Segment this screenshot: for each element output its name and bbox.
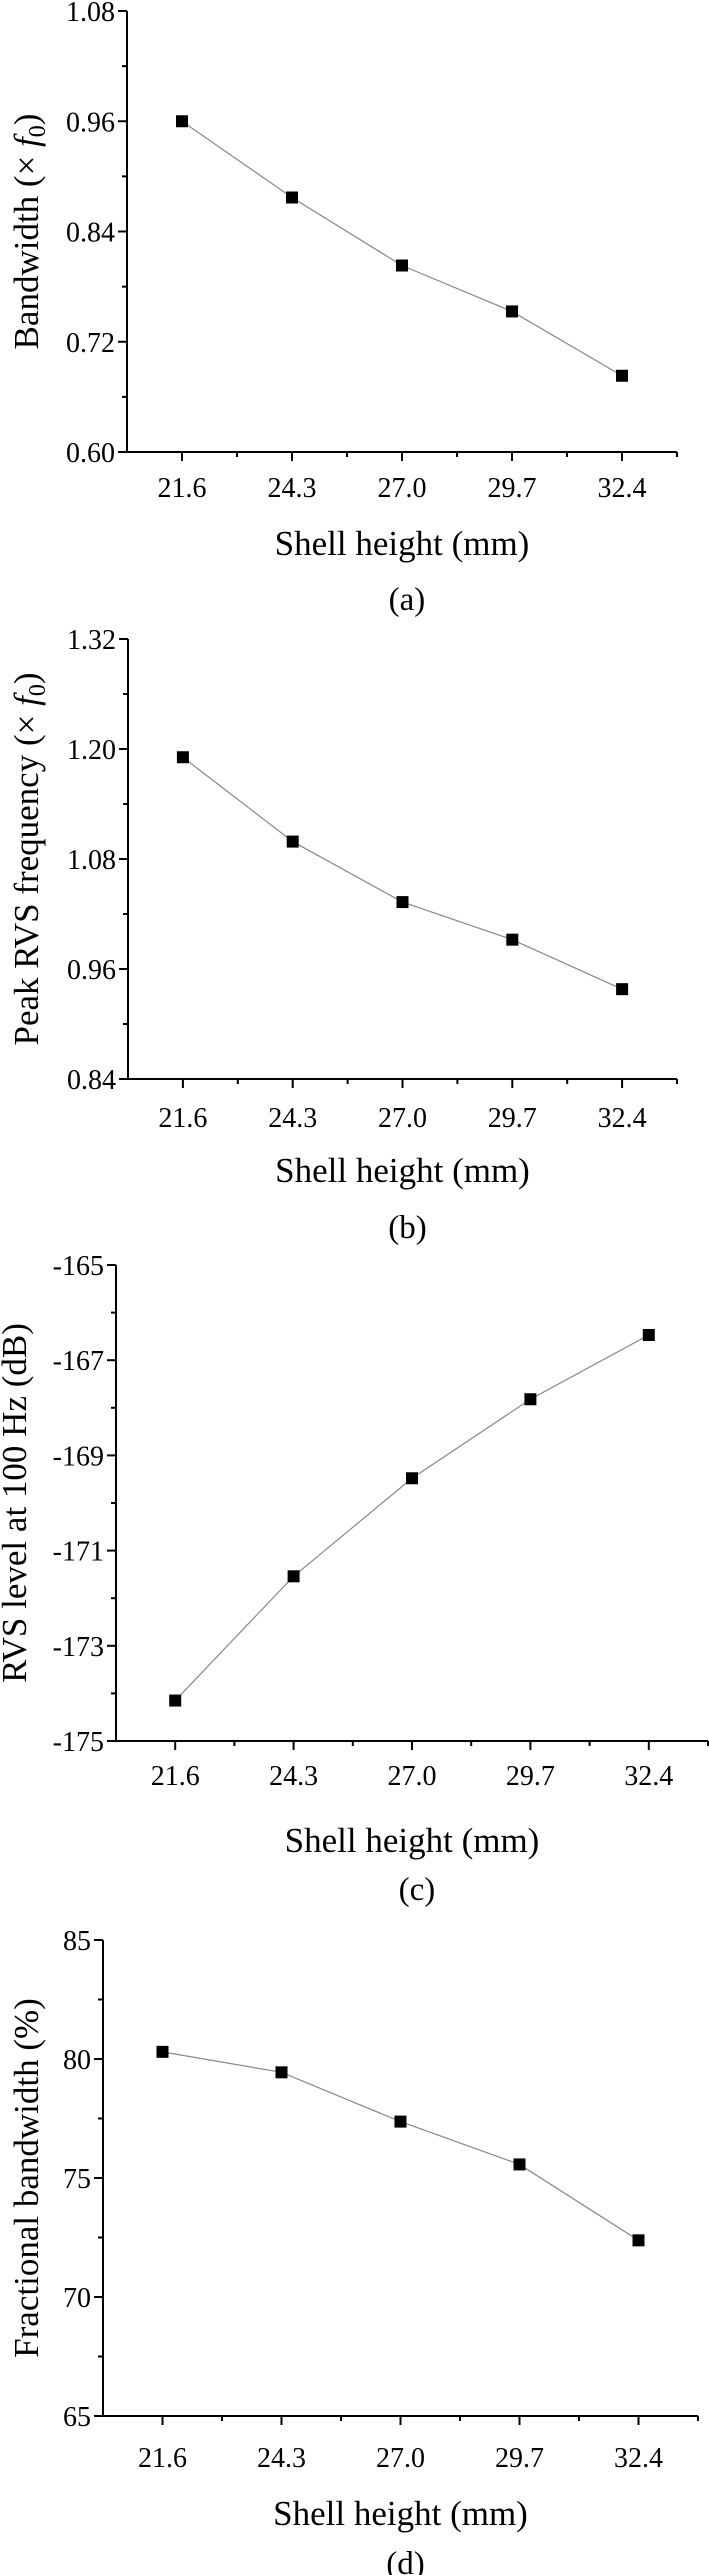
y-tick-label: 0.84 (66, 218, 115, 249)
y-tick-label: 0.96 (66, 107, 115, 138)
y-tick-label: 70 (63, 2283, 91, 2314)
y-tick-label: -175 (53, 1727, 104, 1758)
y-axis-label-subscript: 0 (25, 125, 51, 137)
x-tick-label: 29.7 (495, 2443, 544, 2474)
y-axis-label: RVS level at 100 Hz (dB) (0, 1323, 34, 1683)
x-axis-label: Shell height (mm) (273, 2494, 528, 2533)
data-point-marker (286, 191, 298, 204)
panel-caption: (c) (399, 1872, 436, 1908)
y-tick-label: -169 (53, 1441, 104, 1472)
data-point-marker (616, 983, 629, 996)
data-point-marker (642, 1328, 655, 1341)
y-tick-label: 65 (63, 2402, 91, 2433)
x-tick-label: 29.7 (488, 1103, 537, 1134)
panel-caption: (d) (386, 2546, 424, 2575)
y-axis-label-text: Bandwidth (× (7, 147, 46, 350)
chart-panel-b: 0.84 0.96 1.08 1.20 1.32 21.6 24.3 27.0 29.7 32.4… (7, 625, 678, 1246)
y-tick-label: -173 (53, 1632, 104, 1663)
y-tick-label: 1.32 (67, 625, 116, 656)
chart-panel-a: 0.60 0.72 0.84 0.96 1.08 21.6 24.3 27.0 29.7 32.4… (7, 0, 678, 618)
y-tick-label: 1.08 (66, 0, 115, 28)
y-axis-label-text: Fractional bandwidth (%) (7, 1998, 46, 2358)
x-tick-label: 27.0 (378, 473, 427, 504)
x-tick-label: 21.6 (151, 1761, 200, 1792)
y-tick-label: 0.96 (67, 955, 116, 986)
data-point-marker (176, 115, 188, 128)
data-point-marker (396, 896, 409, 909)
y-axis-label: Peak RVS frequency (× f0) (7, 672, 51, 1045)
x-tick-label: 21.6 (138, 2443, 187, 2474)
panel-caption: (a) (389, 582, 426, 618)
x-tick-label: 32.4 (614, 2443, 663, 2474)
y-axis-label-subscript: 0 (25, 684, 51, 696)
y-tick-label: -167 (53, 1346, 104, 1377)
data-point-marker (506, 305, 518, 318)
y-tick-label: -171 (53, 1537, 104, 1568)
x-tick-label: 24.3 (269, 1761, 318, 1792)
x-tick-label: 24.3 (257, 2443, 306, 2474)
y-axis-label: Bandwidth (× f0) (7, 114, 51, 350)
y-tick-label: 0.60 (66, 438, 115, 469)
x-axis-label: Shell height (mm) (275, 524, 530, 563)
data-point-marker (156, 2045, 169, 2058)
y-tick-label: 1.20 (67, 735, 116, 766)
data-point-marker (394, 2115, 407, 2128)
x-tick-label: 21.6 (158, 473, 207, 504)
y-tick-label: 0.72 (66, 328, 115, 359)
data-point-marker (275, 2066, 288, 2079)
x-tick-label: 29.7 (506, 1761, 555, 1792)
data-point-marker (169, 1694, 182, 1707)
data-point-marker (506, 933, 519, 946)
x-tick-label: 24.3 (268, 473, 317, 504)
x-tick-label: 32.4 (598, 473, 647, 504)
x-tick-label: 27.0 (378, 1103, 427, 1134)
data-point-marker (632, 2234, 645, 2247)
x-tick-label: 27.0 (388, 1761, 437, 1792)
data-point-marker (524, 1393, 537, 1406)
x-tick-label: 27.0 (376, 2443, 425, 2474)
data-point-marker (513, 2158, 526, 2171)
chart-panel-c: -175 -173 -171 -169 -167 -165 21.6 24.3 27.0 29.7… (0, 1251, 709, 1908)
y-axis-label-text: Peak RVS frequency (× (7, 706, 46, 1046)
chart-panel-d: 65 70 75 80 85 21.6 24.3 27.0 29.7 32.4 Shell heig… (7, 1926, 699, 2575)
data-point-marker (287, 1570, 300, 1583)
y-axis-label: Fractional bandwidth (%) (7, 1998, 46, 2358)
y-axis-label-text: RVS level at 100 Hz (dB) (0, 1323, 34, 1683)
series-line (162, 2051, 639, 2241)
x-axis-label: Shell height (mm) (275, 1151, 530, 1190)
y-tick-label: 75 (63, 2164, 91, 2195)
data-point-marker (406, 1472, 418, 1485)
y-tick-label: -165 (53, 1251, 104, 1282)
series-line (181, 120, 623, 377)
panel-caption: (b) (388, 1210, 426, 1246)
data-point-marker (396, 259, 408, 272)
data-point-marker (286, 835, 299, 848)
y-tick-label: 85 (63, 1926, 91, 1957)
x-axis-label: Shell height (mm) (285, 1821, 540, 1860)
data-point-marker (176, 751, 189, 764)
y-tick-label: 80 (63, 2045, 91, 2076)
x-tick-label: 29.7 (488, 473, 537, 504)
x-tick-label: 32.4 (624, 1761, 673, 1792)
series-line (182, 756, 623, 990)
y-tick-label: 0.84 (67, 1065, 116, 1096)
x-tick-label: 32.4 (598, 1103, 647, 1134)
y-tick-label: 1.08 (67, 845, 116, 876)
data-point-marker (616, 369, 628, 382)
y-axis-label-close: ) (7, 114, 46, 126)
series-line (174, 1334, 650, 1701)
y-axis-label-close: ) (7, 672, 46, 684)
x-tick-label: 24.3 (268, 1103, 317, 1134)
x-tick-label: 21.6 (158, 1103, 207, 1134)
